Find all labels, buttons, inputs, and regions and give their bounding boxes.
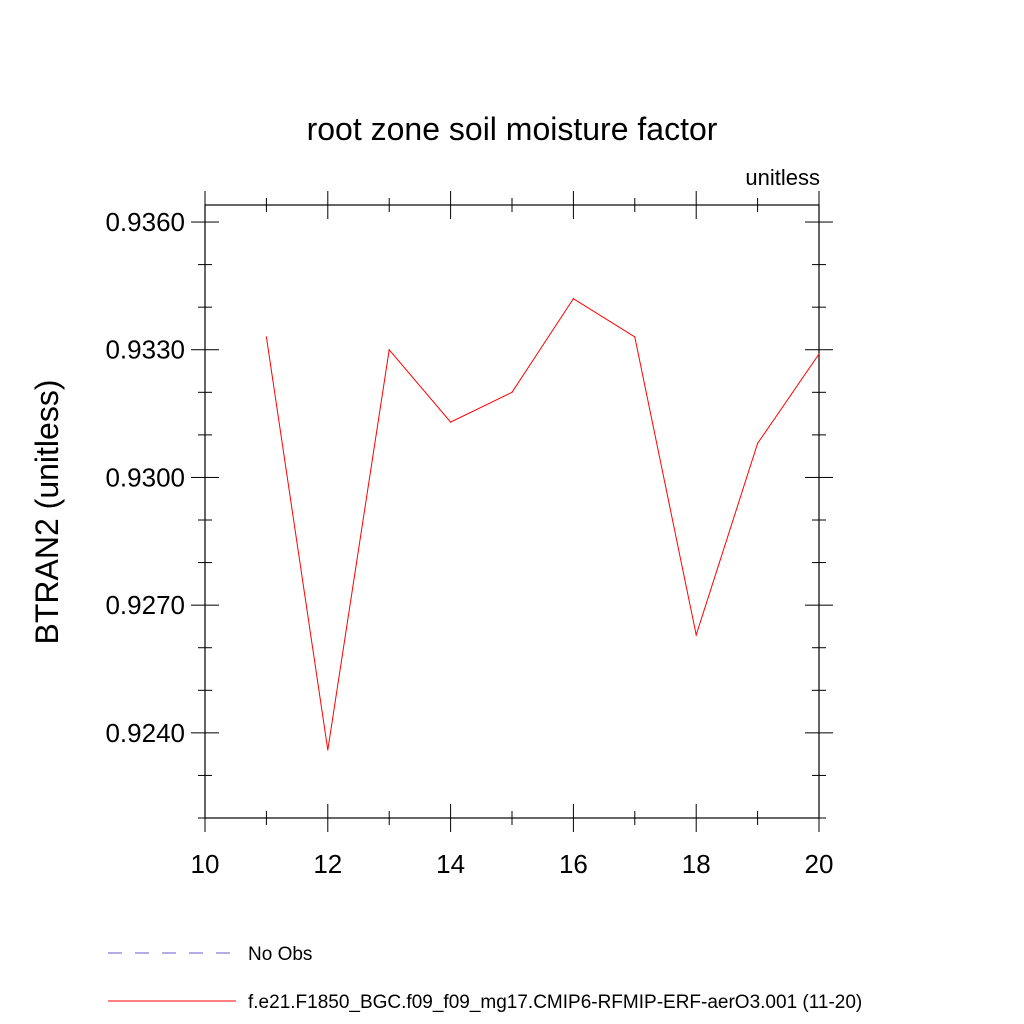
legend-label: f.e21.F1850_BGC.f09_f09_mg17.CMIP6-RFMIP… <box>248 992 862 1013</box>
y-axis-label: BTRAN2 (unitless) <box>29 380 65 645</box>
data-point <box>265 336 267 338</box>
series-line <box>265 297 820 750</box>
data-point <box>511 391 513 393</box>
chart-title: root zone soil moisture factor <box>307 111 718 147</box>
data-point <box>388 349 390 351</box>
x-tick-label: 12 <box>313 849 342 879</box>
series-layer <box>265 297 820 751</box>
legend-label: No Obs <box>248 944 312 965</box>
chart-units-label: unitless <box>745 165 820 190</box>
data-point <box>695 634 697 636</box>
y-tick-label: 0.9240 <box>105 718 185 748</box>
x-tick-label: 16 <box>559 849 588 879</box>
x-tick-label: 18 <box>682 849 711 879</box>
x-tick-label: 14 <box>436 849 465 879</box>
y-tick-label: 0.9330 <box>105 335 185 365</box>
x-tick-label: 20 <box>805 849 834 879</box>
data-point <box>634 336 636 338</box>
x-tick-label: 10 <box>191 849 220 879</box>
x-axis-ticks: 10 12 14 16 18 20 <box>191 191 834 879</box>
y-tick-label: 0.9360 <box>105 207 185 237</box>
data-point <box>757 442 759 444</box>
y-tick-label: 0.9300 <box>105 462 185 492</box>
y-tick-label: 0.9270 <box>105 590 185 620</box>
data-point <box>818 353 820 355</box>
plot-frame <box>204 204 820 819</box>
legend: No Obs f.e21.F1850_BGC.f09_f09_mg17.CMIP6… <box>108 944 862 1013</box>
data-point <box>450 421 452 423</box>
y-axis-ticks: 0.9240 0.9270 0.9300 0.9330 0.9360 <box>105 207 833 819</box>
data-point <box>327 749 329 751</box>
data-point <box>572 298 575 300</box>
